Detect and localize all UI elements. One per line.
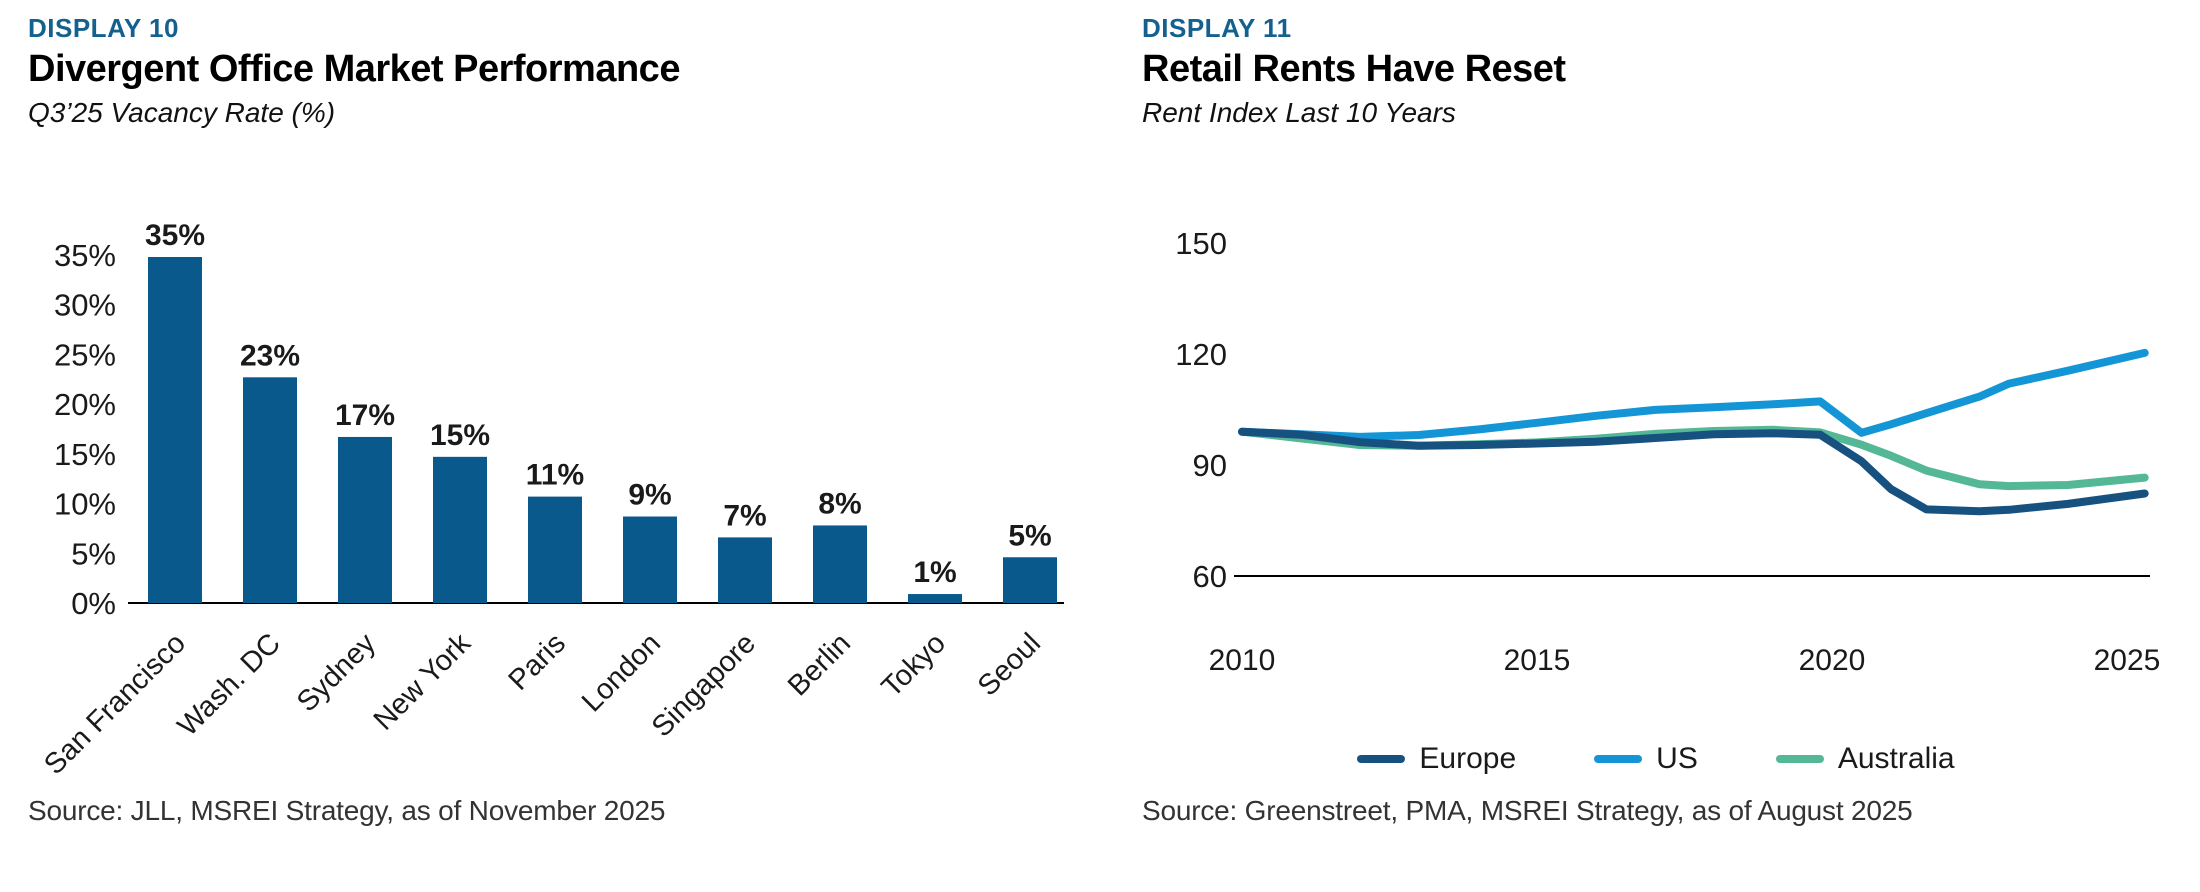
x-tick-label: 2015	[1504, 644, 1571, 677]
legend-item-europe: Europe	[1357, 742, 1516, 776]
rent-index-legend: Europe US Australia	[1142, 741, 2170, 777]
bar-value-label: 23%	[240, 339, 300, 372]
legend-label-australia: Australia	[1837, 741, 1955, 775]
category-label: Seoul	[972, 627, 1047, 702]
bar-value-label: 17%	[335, 399, 395, 432]
bar-singapore	[718, 536, 772, 603]
bar-value-label: 1%	[913, 556, 956, 589]
y-tick-label: 60	[1193, 559, 1227, 594]
category-label: San Francisco	[38, 627, 192, 781]
right-chart-title: Retail Rents Have Reset	[1142, 47, 1566, 90]
y-tick-label: 35%	[54, 238, 116, 273]
bar-paris	[528, 496, 582, 603]
y-tick-label: 5%	[71, 536, 116, 571]
legend-item-australia: Australia	[1775, 741, 1955, 776]
legend-label-europe: Europe	[1419, 741, 1517, 775]
y-tick-label: 90	[1193, 448, 1227, 483]
y-tick-label: 20%	[54, 387, 116, 422]
category-label: Wash. DC	[172, 627, 287, 742]
bar-value-label: 5%	[1008, 519, 1051, 552]
bar-seoul	[1003, 556, 1057, 603]
category-label: Tokyo	[876, 627, 952, 703]
left-panel: DISPLAY 10 Divergent Office Market Perfo…	[28, 13, 1064, 826]
display-label-11: DISPLAY 11	[1142, 13, 1292, 43]
category-label: New York	[368, 627, 478, 737]
y-tick-label: 120	[1175, 337, 1227, 372]
rent-index-line-chart: 60 90 120 150 2010 2015 2020 2025	[1175, 226, 2160, 677]
right-chart-subtitle: Rent Index Last 10 Years	[1142, 96, 1456, 128]
y-tick-label: 0%	[71, 586, 116, 621]
line-series-us	[1238, 348, 2149, 441]
category-label: Berlin	[782, 627, 857, 702]
x-tick-label: 2025	[2094, 644, 2160, 677]
left-source-note: Source: JLL, MSREI Strategy, as of Novem…	[28, 794, 666, 826]
legend-item-us: US	[1594, 742, 1698, 776]
legend-swatch-europe	[1357, 754, 1406, 763]
display-label-10: DISPLAY 10	[28, 13, 179, 43]
right-source-note: Source: Greenstreet, PMA, MSREI Strategy…	[1142, 794, 1913, 826]
y-tick-label: 10%	[54, 486, 116, 521]
bar-value-label: 11%	[526, 458, 584, 491]
x-tick-label: 2010	[1209, 644, 1276, 677]
bar-san-francisco	[148, 256, 202, 603]
bar-value-label: 7%	[723, 499, 766, 532]
bar-new-york	[433, 456, 487, 603]
legend-swatch-us	[1594, 754, 1643, 763]
office-vacancy-bar-chart: 0% 5% 10% 15% 20% 25% 30% 35% 35% San Francisco 23…	[38, 219, 1064, 781]
category-label: Sydney	[291, 627, 382, 718]
legend-label-us: US	[1656, 741, 1698, 775]
category-label: London	[576, 627, 667, 718]
y-tick-label: 25%	[54, 337, 116, 372]
bar-value-label: 8%	[818, 487, 861, 520]
legend-swatch-australia	[1775, 754, 1824, 763]
bar-value-label: 9%	[628, 478, 671, 511]
y-tick-label: 150	[1175, 226, 1227, 261]
x-tick-label: 2020	[1799, 644, 1866, 677]
bar-london	[623, 516, 677, 603]
left-chart-title: Divergent Office Market Performance	[28, 47, 680, 90]
y-tick-label: 30%	[54, 287, 116, 322]
bar-sydney	[338, 436, 392, 603]
right-panel: DISPLAY 11 Retail Rents Have Reset Rent …	[1100, 0, 2200, 892]
category-label: Singapore	[646, 627, 762, 743]
bar-wash-dc	[243, 376, 297, 603]
bar-value-label: 35%	[145, 219, 205, 252]
line-series-europe	[1238, 427, 2149, 515]
category-label: Paris	[503, 627, 572, 696]
bar-berlin	[813, 525, 867, 603]
bar-tokyo	[908, 593, 962, 603]
y-tick-label: 15%	[54, 436, 116, 471]
bar-value-label: 15%	[430, 418, 490, 451]
left-chart-subtitle: Q3’25 Vacancy Rate (%)	[28, 96, 336, 128]
